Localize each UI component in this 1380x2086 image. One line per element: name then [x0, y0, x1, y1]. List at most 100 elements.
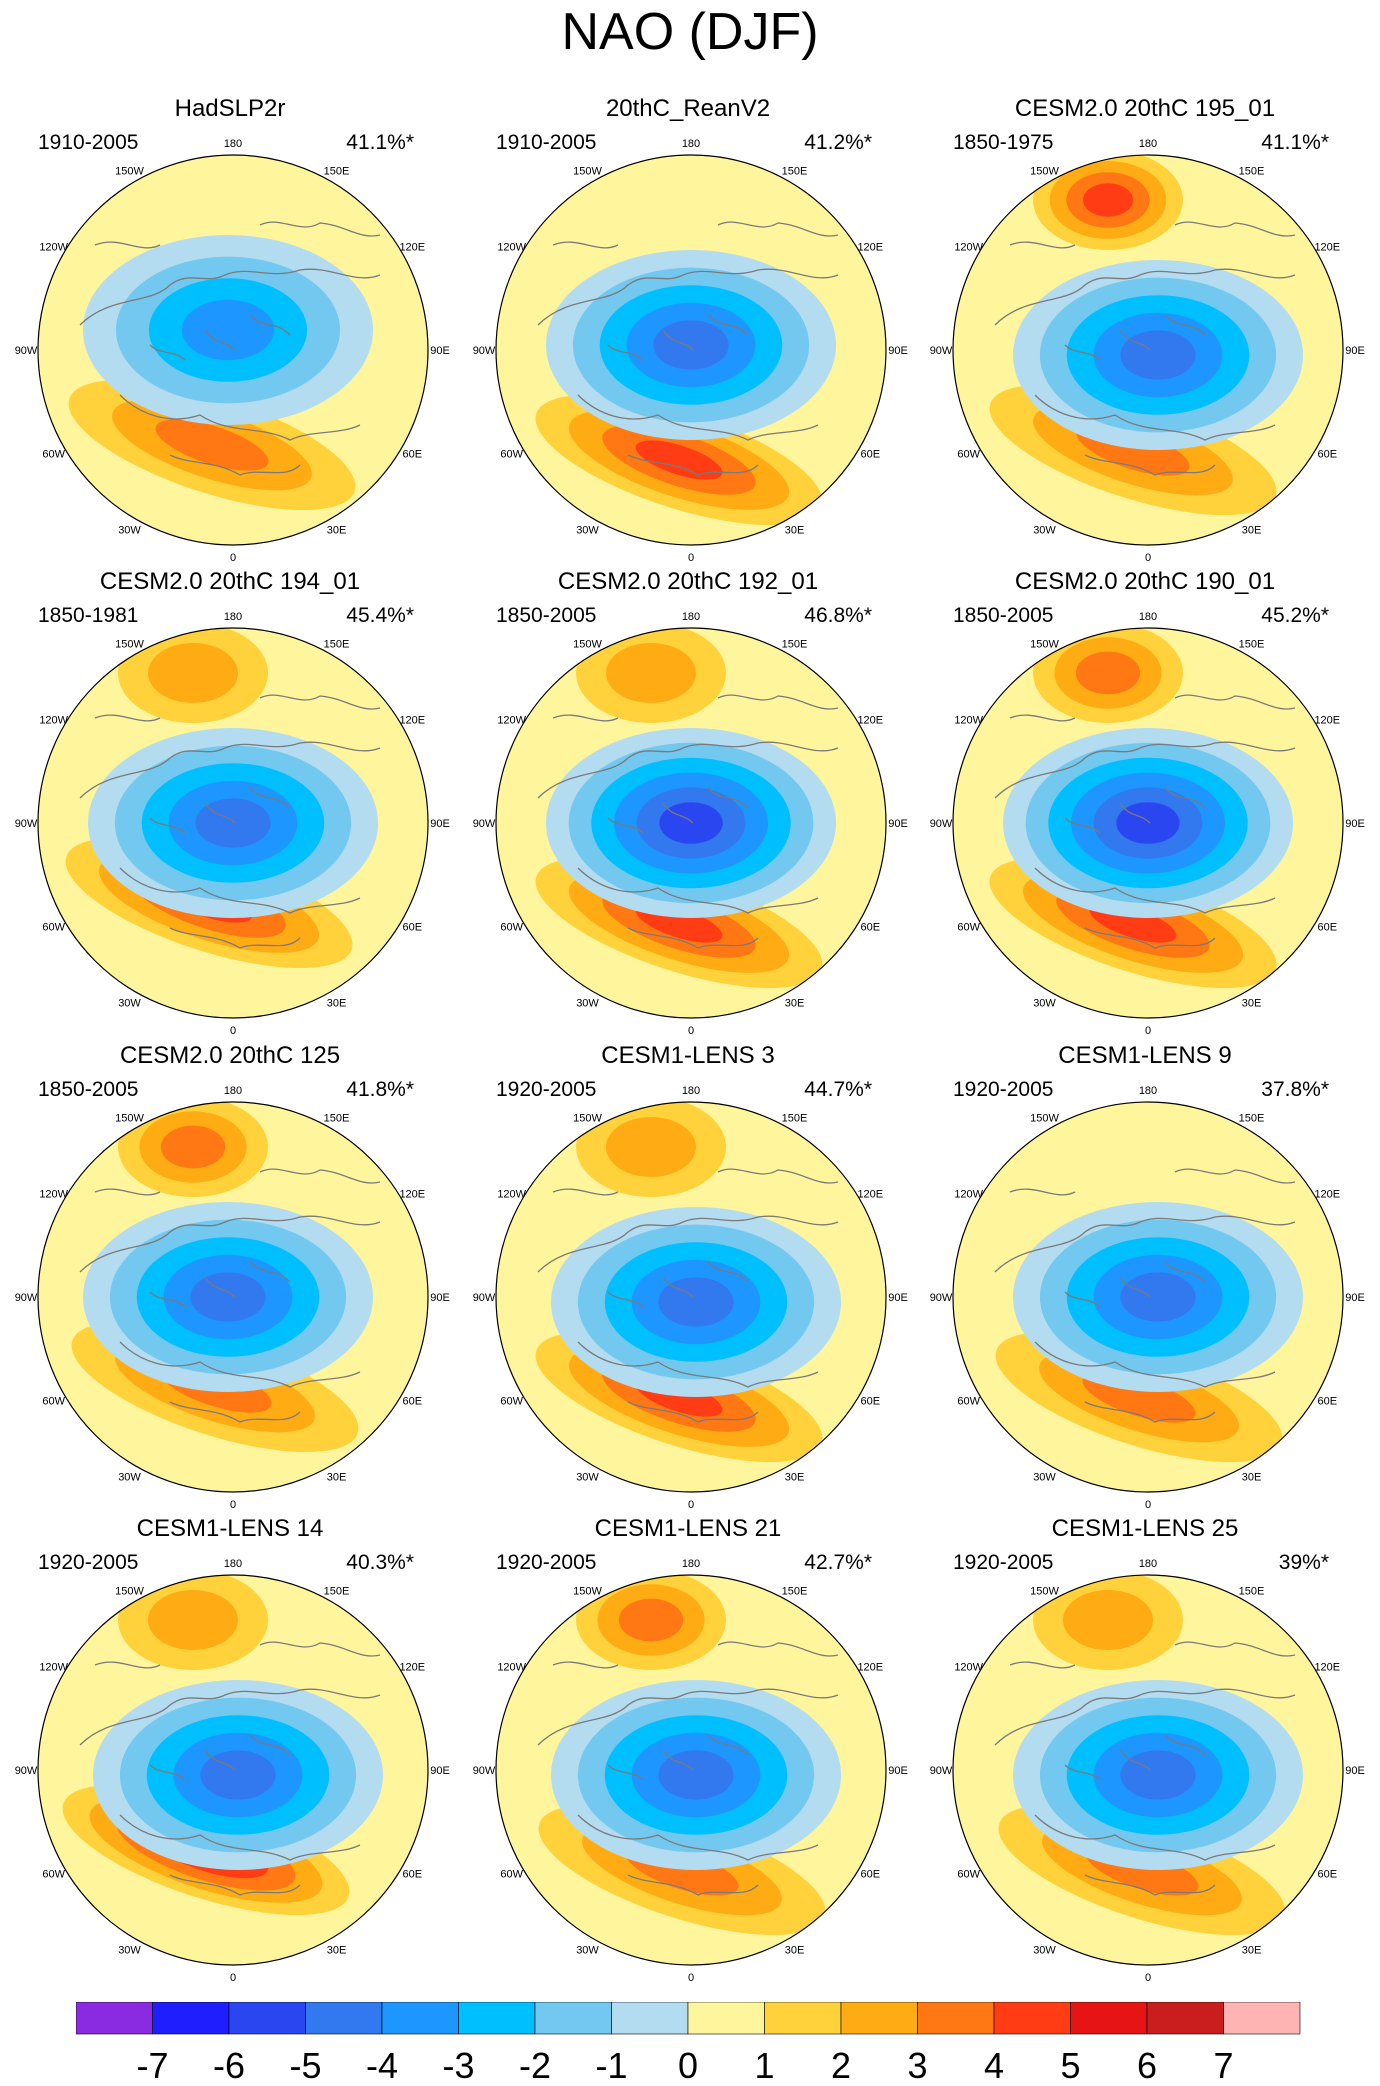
longitude-label: 90W — [930, 1765, 953, 1777]
polar-map: 180 150E 120E 90E 60E 30E 0 30W 60W 90W 120W 150W — [930, 1558, 1365, 1984]
coastline — [1064, 1261, 1206, 1308]
longitude-label: 30W — [118, 1944, 141, 1956]
longitude-label: 90E — [888, 1765, 908, 1777]
colorbar-label: 6 — [1137, 2045, 1157, 2086]
longitude-label: 0 — [1145, 552, 1151, 564]
contour-low-4 — [181, 299, 275, 361]
contour-low-6 — [659, 802, 723, 844]
map-panel: 180 150E 120E 90E 60E 30E 0 30W 60W 90W 120W 150W CE… — [915, 1515, 1375, 1990]
coastline — [627, 1401, 759, 1423]
longitude-label: 30W — [1033, 1944, 1056, 1956]
longitude-label: 30E — [327, 997, 347, 1009]
longitude-label: 180 — [1139, 1085, 1157, 1097]
colorbar-bin — [1146, 2002, 1224, 2035]
longitude-label: 150E — [782, 166, 808, 178]
coastline — [552, 221, 839, 249]
panel-period: 1920-2005 — [496, 1078, 597, 1101]
coastline — [94, 1641, 381, 1669]
coastline — [1034, 1341, 1276, 1388]
colorbar-label: 5 — [1060, 2045, 1080, 2086]
coastline — [552, 1641, 839, 1669]
coastline — [94, 1168, 381, 1196]
coastline — [537, 1688, 839, 1746]
panel-title: CESM1-LENS 25 — [1051, 1515, 1239, 1542]
map-border — [952, 627, 1344, 1019]
longitude-label: 180 — [224, 1085, 242, 1097]
longitude-label: 30W — [1033, 524, 1056, 536]
longitude-label: 30E — [1242, 1471, 1262, 1483]
longitude-label: 180 — [682, 1558, 700, 1570]
map-panel: 180 150E 120E 90E 60E 30E 0 30W 60W 90W 120W 150W CE… — [0, 568, 460, 1043]
coastline — [1009, 694, 1296, 722]
longitude-label: 120E — [399, 1662, 425, 1674]
longitude-label: 60W — [500, 1396, 523, 1408]
longitude-label: 90W — [930, 818, 953, 830]
longitude-label: 180 — [1139, 1558, 1157, 1570]
longitude-label: 0 — [688, 1499, 694, 1511]
longitude-label: 120W — [497, 715, 526, 727]
coastline — [1064, 787, 1206, 834]
longitude-label: 120W — [39, 715, 68, 727]
coastline — [1084, 454, 1216, 476]
longitude-label: 90E — [888, 345, 908, 357]
coastline — [94, 694, 381, 722]
longitude-label: 120W — [39, 242, 68, 254]
longitude-label: 180 — [1139, 138, 1157, 150]
coastline — [607, 787, 749, 834]
longitude-label: 0 — [230, 1972, 236, 1984]
longitude-label: 60W — [42, 449, 65, 461]
coastline — [1064, 314, 1206, 361]
longitude-label: 150E — [324, 1113, 350, 1125]
panel-variance: 41.8%* — [346, 1078, 414, 1101]
panel-period: 1910-2005 — [38, 131, 139, 154]
longitude-label: 60W — [42, 1869, 65, 1881]
longitude-label: 30E — [785, 524, 805, 536]
coastline — [1084, 927, 1216, 949]
coastline — [149, 787, 291, 834]
coastline — [119, 1341, 361, 1388]
coastline — [79, 1688, 381, 1746]
polar-map: 180 150E 120E 90E 60E 30E 0 30W 60W 90W 120W 150W — [930, 611, 1365, 1037]
longitude-label: 120E — [857, 1662, 883, 1674]
polar-map: 180 150E 120E 90E 60E 30E 0 30W 60W 90W 120W 150W — [15, 138, 450, 564]
coastline — [552, 694, 839, 722]
map-border — [37, 154, 429, 546]
contour-pacific-high-2 — [148, 643, 238, 703]
contour-low-5 — [653, 320, 729, 370]
longitude-label: 60W — [500, 449, 523, 461]
longitude-label: 0 — [688, 552, 694, 564]
panel-variance: 42.7%* — [804, 1551, 872, 1574]
longitude-label: 120W — [39, 1662, 68, 1674]
longitude-label: 150W — [573, 1113, 602, 1125]
panel-grid: 180 150E 120E 90E 60E 30E 0 30W 60W 90W 120W 150W Ha… — [0, 95, 1365, 1984]
longitude-label: 150W — [1030, 1586, 1059, 1598]
polar-map: 180 150E 120E 90E 60E 30E 0 30W 60W 90W 120W 150W — [473, 1085, 908, 1511]
longitude-label: 120E — [1314, 1662, 1340, 1674]
panel-title: CESM1-LENS 3 — [601, 1042, 775, 1069]
coastline — [119, 867, 361, 914]
colorbar-bin — [1223, 2002, 1301, 2035]
map-panel: 180 150E 120E 90E 60E 30E 0 30W 60W 90W 120W 150W Ha… — [0, 95, 460, 570]
longitude-label: 90W — [15, 1765, 38, 1777]
map-border — [952, 1574, 1344, 1966]
panel-variance: 41.1%* — [1261, 131, 1329, 154]
panel-title: CESM2.0 20thC 190_01 — [1014, 568, 1276, 595]
colorbar-label: -2 — [519, 2045, 551, 2086]
coastline — [79, 741, 381, 799]
longitude-label: 60E — [861, 1869, 881, 1881]
colorbar: -7 -6 -5 -4 -3 -2 -1 0 1 2 3 4 5 6 7 — [76, 2002, 1301, 2086]
longitude-label: 90E — [1345, 345, 1365, 357]
contour-pacific-high-4 — [1083, 183, 1133, 217]
longitude-label: 90E — [1345, 1765, 1365, 1777]
colorbar-bin — [228, 2002, 306, 2035]
coastline — [577, 1814, 819, 1861]
longitude-label: 120E — [1314, 715, 1340, 727]
polar-map: 180 150E 120E 90E 60E 30E 0 30W 60W 90W 120W 150W — [15, 1085, 450, 1511]
longitude-label: 60W — [957, 449, 980, 461]
longitude-label: 120E — [857, 242, 883, 254]
coastline — [537, 1215, 839, 1273]
panel-title: CESM2.0 20thC 195_01 — [1014, 95, 1276, 122]
longitude-label: 150E — [1239, 166, 1265, 178]
longitude-label: 60W — [957, 1869, 980, 1881]
panel-variance: 45.4%* — [346, 604, 414, 627]
